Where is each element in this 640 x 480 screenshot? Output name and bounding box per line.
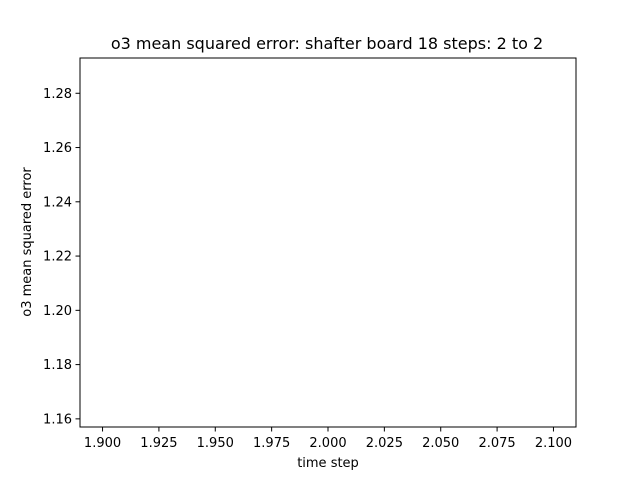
chart-title: o3 mean squared error: shafter board 18 … (111, 34, 543, 53)
y-tick-label: 1.24 (43, 195, 72, 210)
y-tick-label: 1.18 (43, 358, 72, 373)
x-tick-label: 1.975 (253, 436, 290, 451)
y-tick-label: 1.20 (43, 304, 72, 319)
plot-area (79, 57, 577, 428)
x-tick-label: 2.000 (309, 436, 346, 451)
y-tick-label: 1.16 (43, 412, 72, 427)
x-tick-label: 2.075 (478, 436, 515, 451)
x-axis: 1.900 1.925 1.950 1.975 2.000 2.025 2.050 2.075… (84, 427, 572, 451)
x-tick-label: 1.950 (197, 436, 234, 451)
x-axis-label: time step (297, 456, 359, 471)
x-tick-label: 2.050 (422, 436, 459, 451)
y-tick-label: 1.28 (43, 87, 72, 102)
y-axis: 1.16 1.18 1.20 1.22 1.24 1.26 1.28 (43, 87, 80, 427)
y-tick-label: 1.26 (43, 141, 72, 156)
y-axis-label: o3 mean squared error (20, 167, 35, 317)
x-tick-label: 1.900 (84, 436, 121, 451)
x-tick-label: 2.100 (535, 436, 572, 451)
x-tick-label: 2.025 (366, 436, 403, 451)
y-tick-label: 1.22 (43, 250, 72, 265)
x-tick-label: 1.925 (140, 436, 177, 451)
